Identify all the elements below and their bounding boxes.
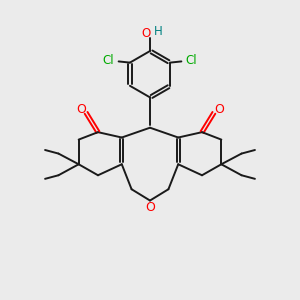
Text: H: H [154,25,162,38]
Text: O: O [142,27,151,40]
Text: O: O [145,201,155,214]
Text: Cl: Cl [186,54,197,67]
Text: O: O [76,103,86,116]
Text: Cl: Cl [103,54,114,67]
Text: O: O [214,103,224,116]
